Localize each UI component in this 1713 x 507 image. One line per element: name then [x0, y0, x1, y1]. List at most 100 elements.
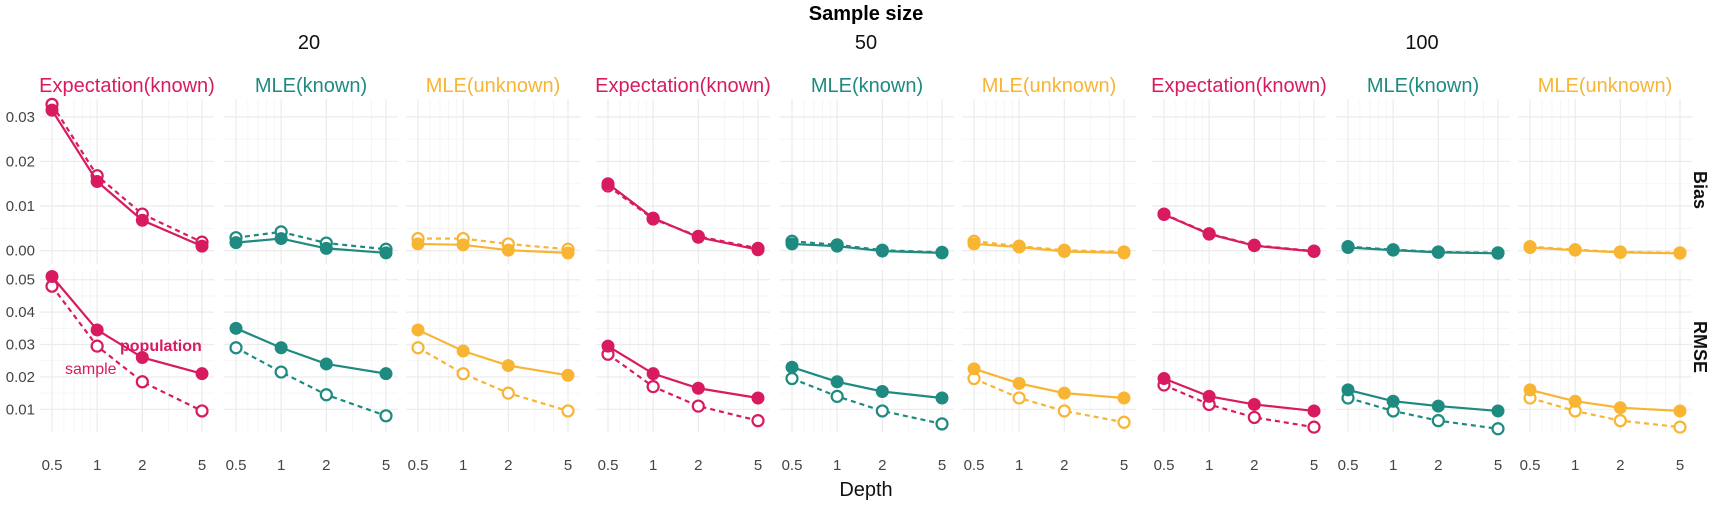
population-point — [195, 239, 209, 253]
population-point — [691, 381, 705, 395]
row-strip-rmse: RMSE — [1690, 321, 1710, 373]
y-tick-label: 0.01 — [6, 198, 35, 215]
population-point — [1613, 401, 1627, 415]
panel-background — [596, 99, 770, 264]
sample-point — [90, 339, 104, 353]
population-series-line — [1347, 246, 1499, 255]
x-tick-label: 1 — [1389, 457, 1397, 474]
panel-background — [596, 270, 770, 432]
sample-point — [1613, 414, 1627, 428]
method-label: MLE(known) — [255, 75, 367, 97]
population-point — [456, 238, 470, 252]
y-tick-label: 0.02 — [6, 369, 35, 386]
population-point — [1247, 397, 1261, 411]
population-point — [1117, 246, 1131, 260]
population-point — [1202, 389, 1216, 403]
population-point — [646, 367, 660, 381]
y-tick-label: 0.00 — [6, 243, 35, 260]
population-series-line — [417, 328, 569, 377]
population-point — [875, 385, 889, 398]
method-label: Expectation(known) — [39, 75, 215, 97]
sample-point — [691, 399, 705, 413]
x-tick-label: 2 — [1250, 457, 1258, 474]
sample-series-line — [418, 237, 569, 251]
population-series-line — [1163, 377, 1315, 413]
population-point — [1117, 391, 1131, 405]
sample-point — [411, 341, 425, 355]
method-label: Expectation(known) — [1151, 75, 1327, 97]
population-point — [319, 241, 333, 255]
population-series-line — [1529, 246, 1681, 255]
population-point — [319, 357, 333, 371]
population-point — [1012, 240, 1026, 254]
population-point — [830, 239, 844, 253]
population-point — [751, 391, 765, 405]
y-tick-label: 0.03 — [6, 109, 35, 126]
x-tick-label: 2 — [138, 457, 146, 474]
x-tick-label: 5 — [1494, 457, 1502, 474]
sample-series-line — [235, 346, 387, 417]
method-label: MLE(unknown) — [982, 75, 1117, 97]
population-point — [1568, 394, 1582, 408]
sample-series-line — [607, 185, 759, 250]
x-tick-label: 1 — [459, 457, 467, 474]
population-point — [1386, 394, 1400, 408]
population-point — [1157, 208, 1171, 221]
population-point — [785, 360, 799, 374]
sample-point — [561, 404, 575, 418]
sample-point — [229, 341, 243, 355]
x-tick-label: 5 — [938, 457, 946, 474]
sample-point — [935, 417, 949, 431]
sample-series-line — [791, 377, 943, 425]
population-point — [601, 339, 615, 353]
x-tick-label: 5 — [198, 457, 206, 474]
panel-background — [406, 270, 580, 432]
population-point — [830, 375, 844, 389]
population-point — [274, 341, 288, 355]
population-point — [751, 243, 765, 257]
population-point — [1491, 246, 1505, 260]
x-tick-label: 0.5 — [964, 457, 985, 474]
population-point — [501, 359, 515, 373]
panel-background — [1152, 270, 1326, 432]
row-strip-bias: Bias — [1690, 171, 1710, 209]
population-point — [785, 237, 799, 251]
x-tick-label: 1 — [649, 457, 657, 474]
x-axis-title: Depth — [839, 479, 892, 501]
sample-point — [1247, 410, 1261, 425]
x-tick-label: 5 — [564, 457, 572, 474]
panel-background — [1518, 270, 1692, 432]
panel-background — [962, 99, 1136, 264]
population-point — [45, 269, 59, 283]
population-point — [501, 243, 515, 257]
population-point — [1202, 227, 1216, 241]
x-tick-label: 2 — [1616, 457, 1624, 474]
population-series-line — [791, 366, 943, 400]
population-point — [601, 177, 615, 191]
x-tick-label: 1 — [833, 457, 841, 474]
sample-point — [875, 404, 889, 418]
x-tick-label: 0.5 — [1338, 457, 1359, 474]
x-axis-group: 0.5 1 2 5 0.5 1 2 5 0.5 1 2 5 0.5 1 2 5 0.5 1 2 5 0.5 1 2 5 0.5 1… — [42, 457, 1685, 474]
sample-point — [379, 409, 393, 423]
sample-point — [1117, 415, 1131, 429]
sample-point — [135, 375, 149, 389]
x-tick-label: 2 — [878, 457, 886, 474]
x-tick-label: 0.5 — [42, 457, 63, 474]
x-tick-label: 1 — [277, 457, 285, 474]
sample-point — [1057, 404, 1071, 418]
population-point — [1247, 239, 1261, 253]
population-point — [1431, 399, 1445, 413]
x-tick-label: 2 — [1434, 457, 1442, 474]
population-point — [195, 367, 209, 381]
y-tick-label: 0.04 — [6, 304, 35, 321]
population-point — [1431, 245, 1445, 259]
population-point — [1673, 246, 1687, 260]
population-point — [379, 367, 393, 381]
population-point — [1341, 383, 1355, 397]
panels-group: Expectation(known) MLE(known) MLE(unknown)… — [39, 75, 1692, 436]
y-tick-label: 0.03 — [6, 337, 35, 354]
x-tick-label: 5 — [754, 457, 762, 474]
x-tick-label: 5 — [382, 457, 390, 474]
sample-series-line — [51, 285, 203, 412]
